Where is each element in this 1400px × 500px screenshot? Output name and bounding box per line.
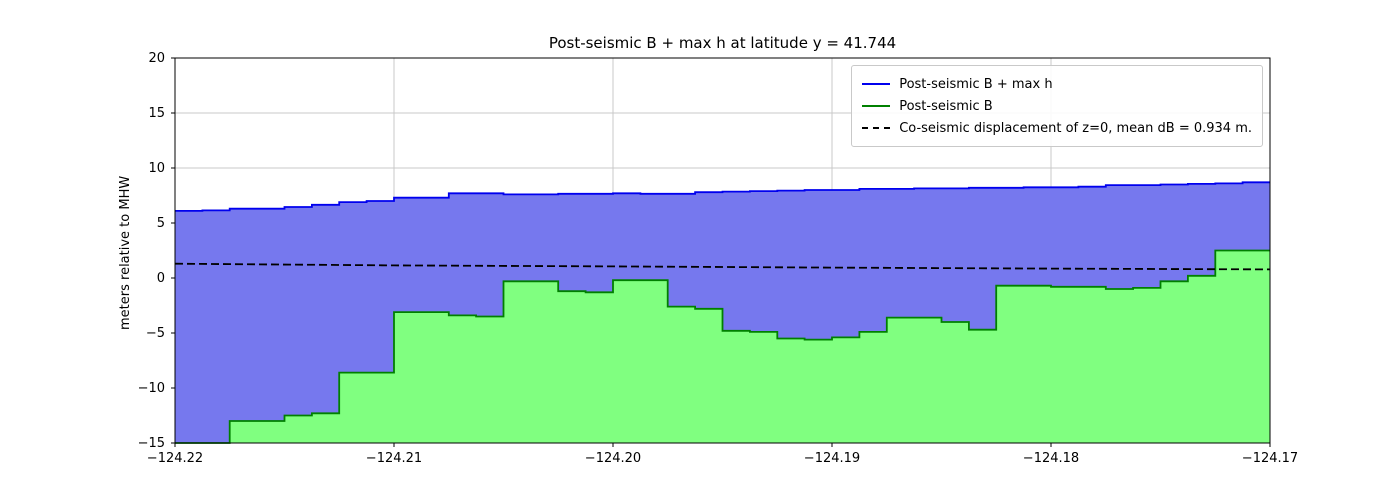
legend: Post-seismic B + max h Post-seismic B Co… — [851, 65, 1263, 147]
legend-label: Co-seismic displacement of z=0, mean dB … — [899, 120, 1252, 136]
y-tick-label: 15 — [148, 106, 165, 121]
dashed-line-sample — [862, 127, 891, 129]
y-tick-label: 0 — [156, 271, 165, 286]
legend-entry-coseismic-displacement: Co-seismic displacement of z=0, mean dB … — [862, 117, 1252, 139]
y-tick-label: −15 — [137, 436, 165, 451]
post-seismic-b-plus-maxh-line — [175, 181, 1270, 212]
x-tick-label: −124.18 — [1022, 451, 1080, 466]
x-tick-label: −124.20 — [584, 451, 642, 466]
x-tick-label: −124.21 — [365, 451, 423, 466]
legend-label: Post-seismic B + max h — [899, 76, 1053, 92]
y-tick-label: −10 — [137, 381, 165, 396]
x-tick-label: −124.17 — [1241, 451, 1299, 466]
legend-label: Post-seismic B — [899, 98, 993, 114]
y-tick-label: 20 — [148, 51, 165, 66]
x-tick-label: −124.19 — [803, 451, 861, 466]
axes-border — [174, 57, 1271, 444]
post-seismic-b-line — [175, 249, 1270, 444]
y-tick-label: 10 — [148, 161, 165, 176]
coseismic-displacement-line — [174, 262, 1271, 271]
y-tick-label: −5 — [145, 326, 165, 341]
legend-entry-post-seismic-b: Post-seismic B — [862, 95, 1252, 117]
y-axis-label: meters relative to MHW — [118, 175, 133, 330]
chart-title: Post-seismic B + max h at latitude y = 4… — [548, 34, 897, 52]
green-line-sample — [862, 105, 891, 107]
blue-line-sample — [862, 83, 891, 85]
x-tick-label: −124.22 — [146, 451, 204, 466]
legend-entry-post-seismic-b-plus-maxh: Post-seismic B + max h — [862, 73, 1252, 95]
y-tick-label: 5 — [156, 216, 165, 231]
